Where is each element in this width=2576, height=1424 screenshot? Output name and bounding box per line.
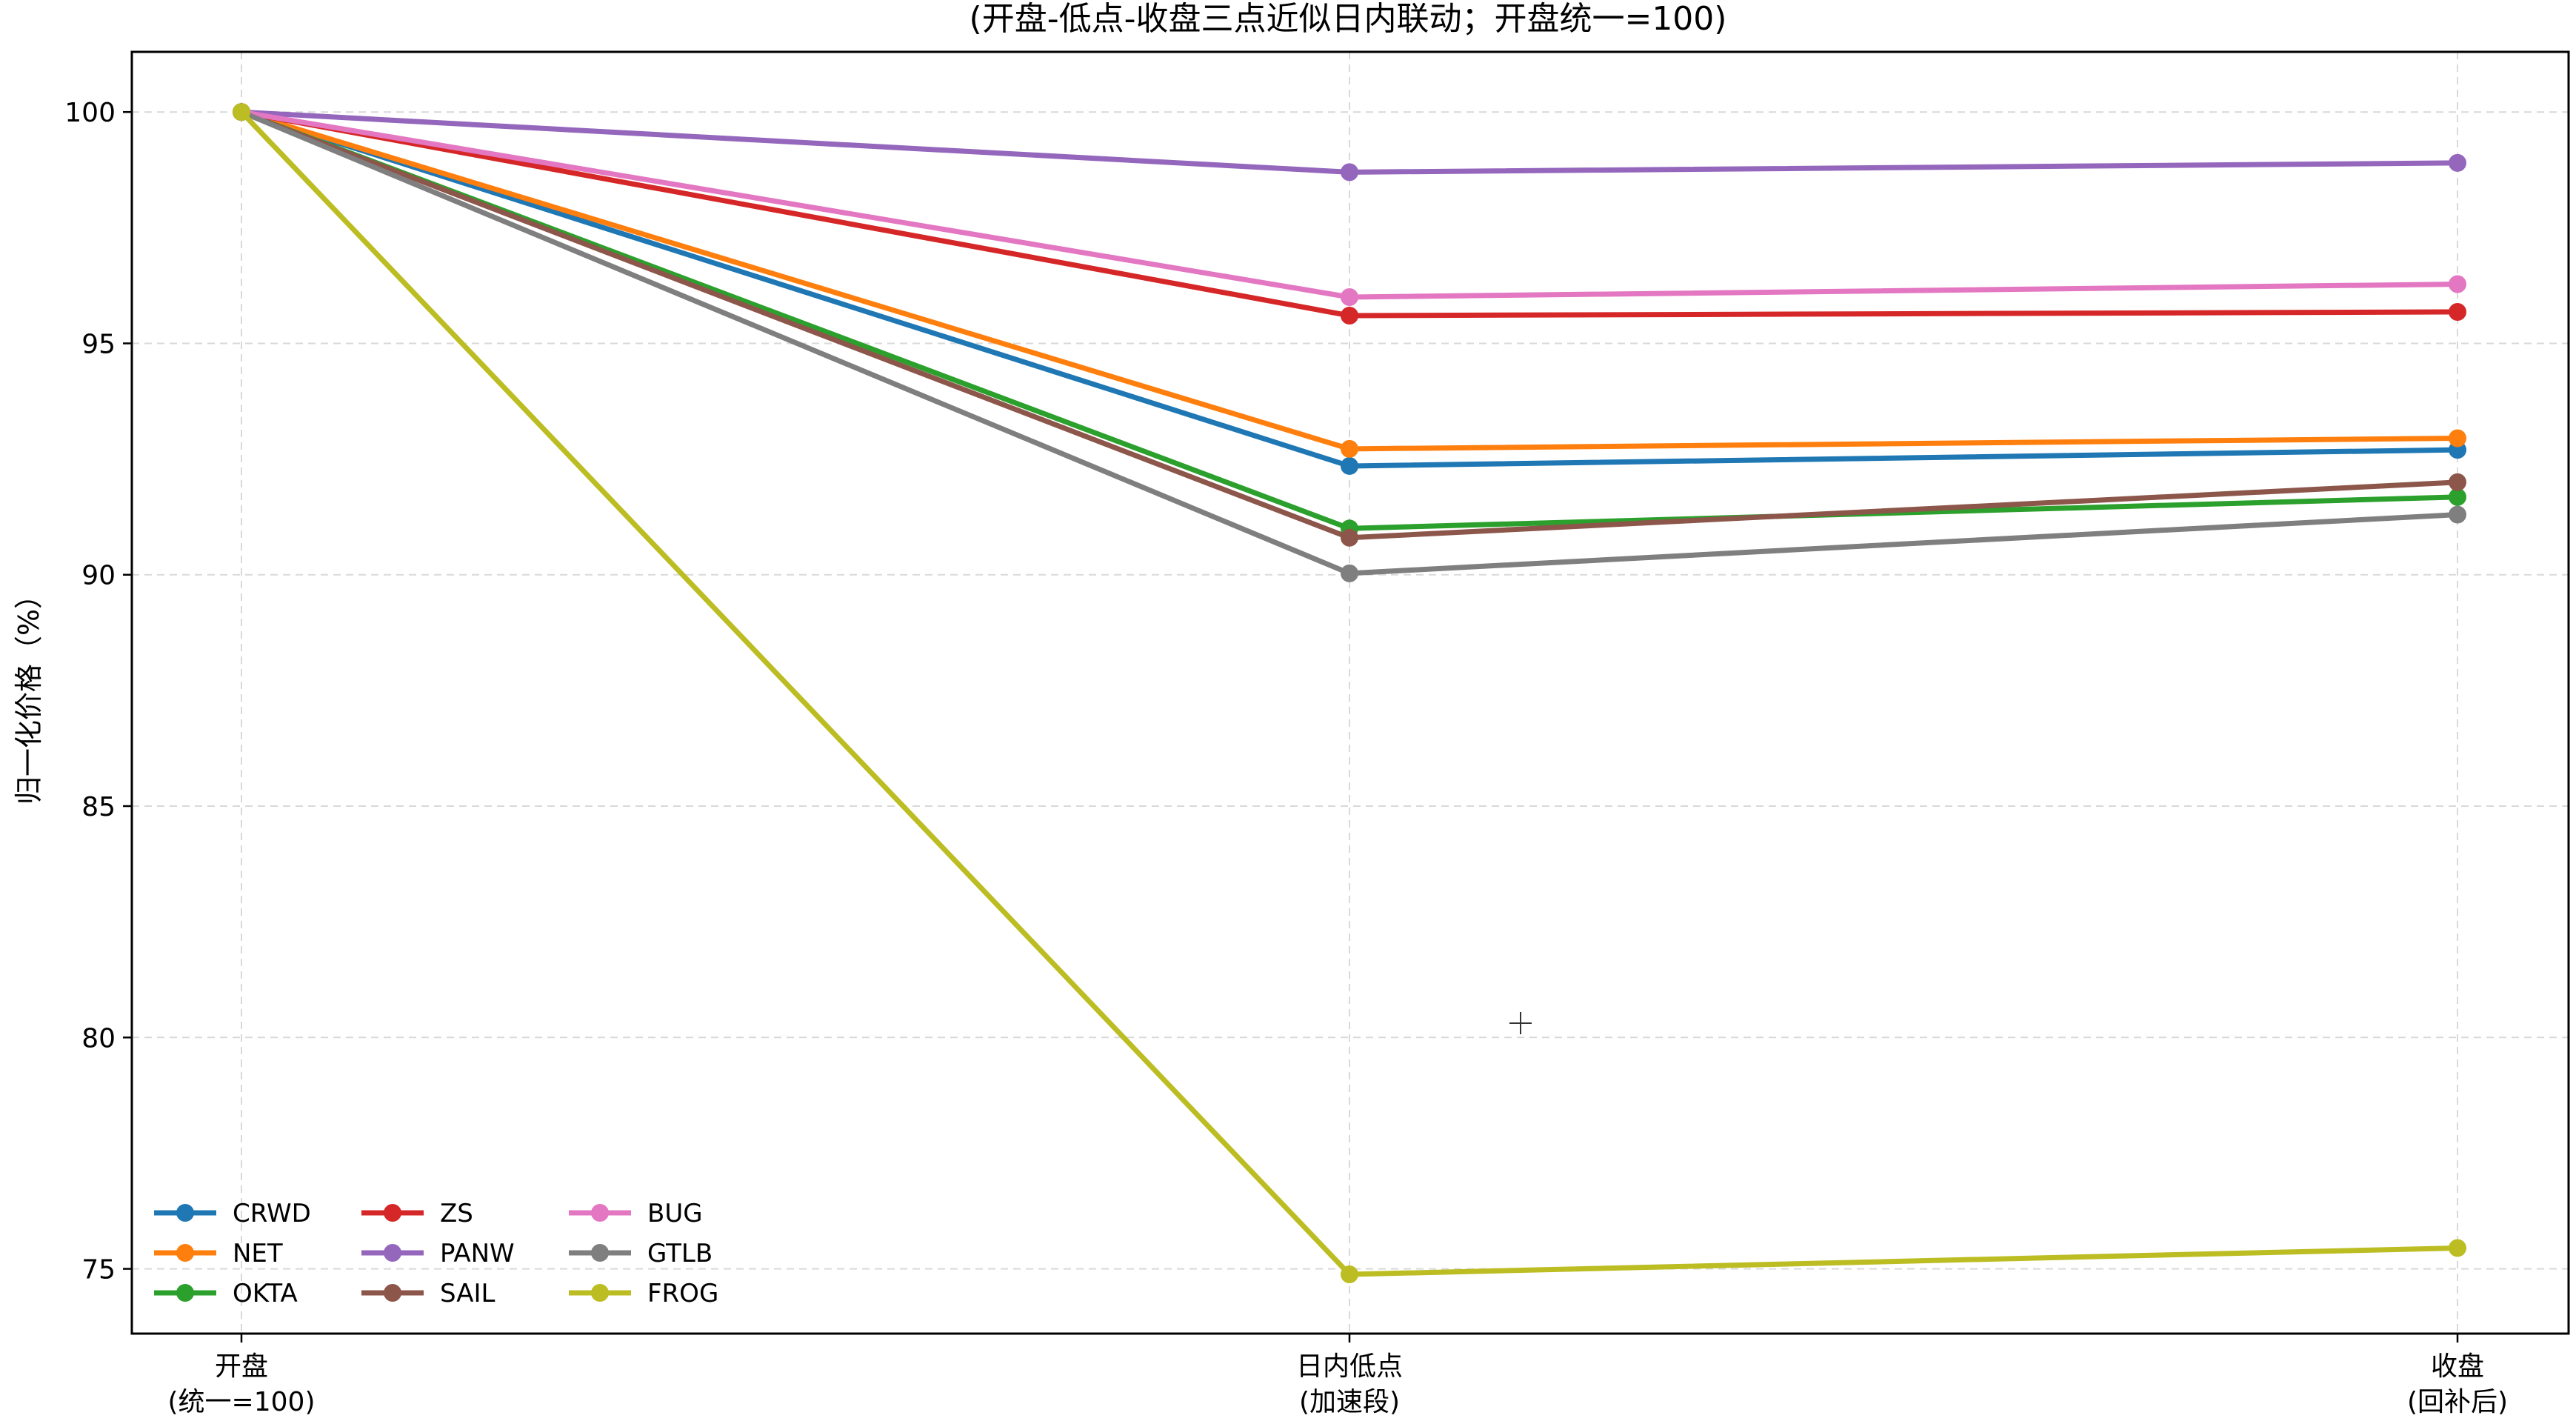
x-tick-label: 收盘 — [2431, 1351, 2484, 1382]
legend-swatch-marker — [591, 1244, 609, 1262]
crosshair-cursor-icon — [1509, 1012, 1532, 1034]
data-point — [233, 103, 250, 122]
data-point — [2449, 1239, 2466, 1257]
data-point — [2449, 302, 2466, 321]
legend-entry-gtlb: GTLB — [569, 1239, 713, 1268]
legend-entry-frog: FROG — [569, 1279, 718, 1308]
legend-swatch-marker — [176, 1204, 194, 1222]
data-point — [2449, 488, 2466, 506]
legend-entry-net: NET — [154, 1239, 283, 1268]
series-frog — [233, 103, 2466, 1284]
legend-label: OKTA — [233, 1279, 298, 1308]
legend-swatch-marker — [384, 1244, 401, 1262]
data-point — [2449, 275, 2466, 293]
data-point — [1341, 564, 1358, 582]
y-tick-label: 95 — [81, 329, 116, 359]
legend-entry-panw: PANW — [361, 1239, 515, 1268]
legend-label: CRWD — [233, 1199, 311, 1228]
legend-entry-bug: BUG — [569, 1199, 703, 1228]
legend-label: ZS — [440, 1199, 473, 1228]
legend-swatch-marker — [591, 1284, 609, 1302]
legend: CRWD NET OKTA ZS PANW SAIL BUG GTLB FROG — [154, 1199, 718, 1308]
data-point — [1341, 306, 1358, 325]
axis-layer: 75 80 85 90 95 100 开盘 (统一=100) 日内低点 (加速段) 收盘 (回补后) — [64, 98, 2508, 1417]
data-point — [1341, 163, 1358, 182]
data-point — [1341, 456, 1358, 475]
x-tick-label: (统一=100) — [168, 1387, 316, 1417]
x-tick-label: 开盘 — [215, 1351, 268, 1382]
y-tick-label: 100 — [64, 98, 116, 128]
legend-entry-okta: OKTA — [154, 1279, 298, 1308]
data-point — [1341, 288, 1358, 307]
legend-label: NET — [233, 1239, 283, 1268]
data-point — [2449, 473, 2466, 491]
y-tick-label: 80 — [81, 1023, 116, 1054]
y-axis-label: 归一化价格（%） — [13, 581, 45, 805]
data-point — [1341, 439, 1358, 458]
legend-label: GTLB — [647, 1239, 713, 1268]
legend-swatch-marker — [176, 1244, 194, 1262]
legend-label: SAIL — [440, 1279, 495, 1308]
grid-layer — [132, 52, 2569, 1334]
y-tick-label: 90 — [81, 561, 116, 591]
legend-swatch-marker — [591, 1204, 609, 1222]
y-tick-label: 85 — [81, 792, 116, 822]
x-tick-label: (加速段) — [1299, 1387, 1400, 1417]
legend-entry-sail: SAIL — [361, 1279, 495, 1308]
legend-swatch-marker — [176, 1284, 194, 1302]
legend-entry-crwd: CRWD — [154, 1199, 311, 1228]
y-tick-label: 75 — [81, 1255, 116, 1285]
data-point — [2449, 153, 2466, 172]
data-point — [1341, 1265, 1358, 1284]
legend-label: PANW — [440, 1239, 515, 1268]
legend-label: FROG — [647, 1279, 718, 1308]
data-point — [1341, 528, 1358, 547]
x-tick-label: 日内低点 — [1296, 1351, 1403, 1382]
data-point — [2449, 429, 2466, 448]
legend-swatch-marker — [384, 1284, 401, 1302]
data-point — [2449, 505, 2466, 524]
legend-entry-zs: ZS — [361, 1199, 473, 1228]
legend-label: BUG — [647, 1199, 703, 1228]
x-tick-label: (回补后) — [2407, 1387, 2508, 1417]
legend-swatch-marker — [384, 1204, 401, 1222]
chart-title: (开盘-低点-收盘三点近似日内联动；开盘统一=100) — [970, 0, 1727, 38]
series-layer — [233, 103, 2466, 1284]
